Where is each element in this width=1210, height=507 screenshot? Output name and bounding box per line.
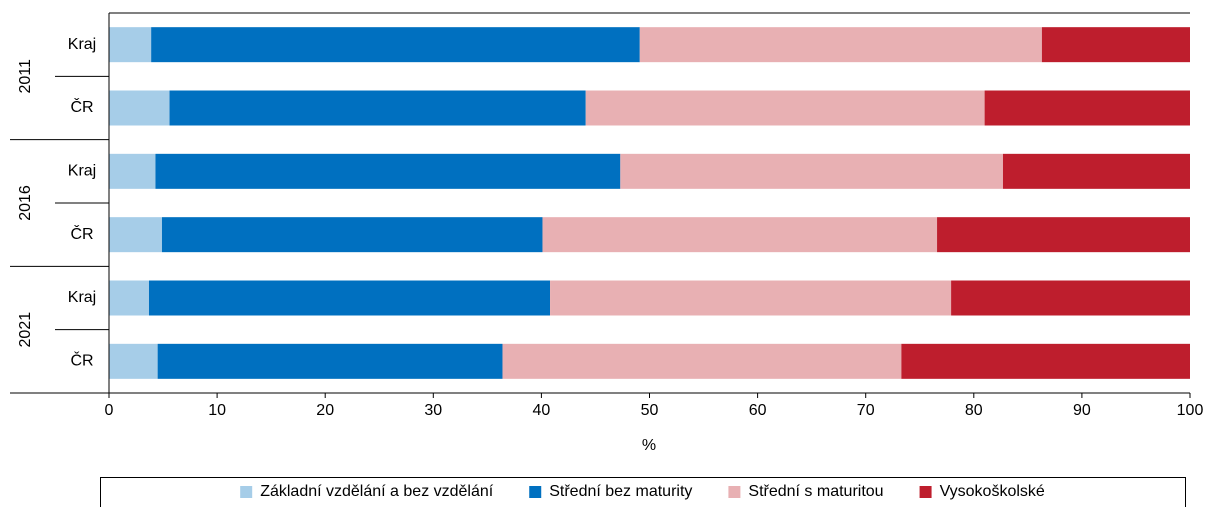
- legend-label: Střední s maturitou: [748, 483, 883, 500]
- bar-segment: [151, 27, 640, 63]
- x-tick-label: 20: [316, 402, 334, 419]
- x-tick-label: 30: [424, 402, 442, 419]
- bar-segment: [109, 217, 162, 253]
- bar-segment: [169, 90, 586, 126]
- bar-segment: [109, 343, 158, 379]
- x-tick-label: 40: [533, 402, 551, 419]
- bar-segment: [109, 280, 149, 316]
- legend-swatch: [240, 486, 253, 498]
- category-label: Kraj: [68, 289, 96, 306]
- category-label: ČR: [70, 351, 93, 370]
- legend-swatch: [919, 486, 932, 498]
- bar-segment: [984, 90, 1190, 126]
- x-tick-label: 100: [1177, 402, 1204, 419]
- category-label: ČR: [70, 224, 93, 243]
- legend-item: Střední bez maturity: [529, 483, 692, 500]
- legend-swatch: [728, 486, 741, 498]
- legend-label: Vysokoškolské: [940, 483, 1045, 500]
- x-tick-label: 90: [1073, 402, 1091, 419]
- bar-segment: [639, 27, 1042, 63]
- group-label: 2021: [17, 312, 34, 348]
- x-tick-label: 10: [208, 402, 226, 419]
- legend: Základní vzdělání a bez vzdělání Střední …: [240, 483, 1045, 500]
- group-label: 2011: [17, 59, 34, 94]
- x-tick-label: 50: [641, 402, 659, 419]
- bar-segment: [1041, 27, 1190, 63]
- bar-segment: [157, 343, 503, 379]
- legend-item: Základní vzdělání a bez vzdělání: [240, 483, 494, 500]
- bar-segment: [109, 27, 152, 63]
- x-tick-label: 0: [105, 402, 114, 419]
- bar-segment: [1002, 153, 1190, 189]
- x-tick-label: 80: [965, 402, 983, 419]
- legend-label: Střední bez maturity: [549, 483, 692, 500]
- legend-box: [100, 477, 1186, 507]
- bar-segment: [109, 90, 170, 126]
- group-label: 2016: [17, 185, 34, 221]
- bar-segment: [542, 217, 938, 253]
- bar-segment: [148, 280, 551, 316]
- legend-item: Vysokoškolské: [919, 483, 1045, 500]
- category-label: Kraj: [68, 36, 96, 53]
- bar-segment: [620, 153, 1003, 189]
- bar-segment: [901, 343, 1190, 379]
- bar-segment: [109, 153, 156, 189]
- legend-item: Střední s maturitou: [728, 483, 884, 500]
- bar-segment: [937, 217, 1190, 253]
- category-label: Kraj: [68, 163, 96, 180]
- x-tick-label: 60: [749, 402, 767, 419]
- x-axis-label: %: [642, 437, 656, 454]
- x-tick-label: 70: [857, 402, 875, 419]
- legend-swatch: [529, 486, 542, 498]
- bar-segment: [161, 217, 543, 253]
- bar-segment: [550, 280, 952, 316]
- category-label: ČR: [70, 97, 93, 116]
- bar-segment: [951, 280, 1190, 316]
- bar-segment: [585, 90, 985, 126]
- legend-label: Základní vzdělání a bez vzdělání: [260, 483, 494, 500]
- bar-segment: [502, 343, 902, 379]
- bar-segment: [155, 153, 621, 189]
